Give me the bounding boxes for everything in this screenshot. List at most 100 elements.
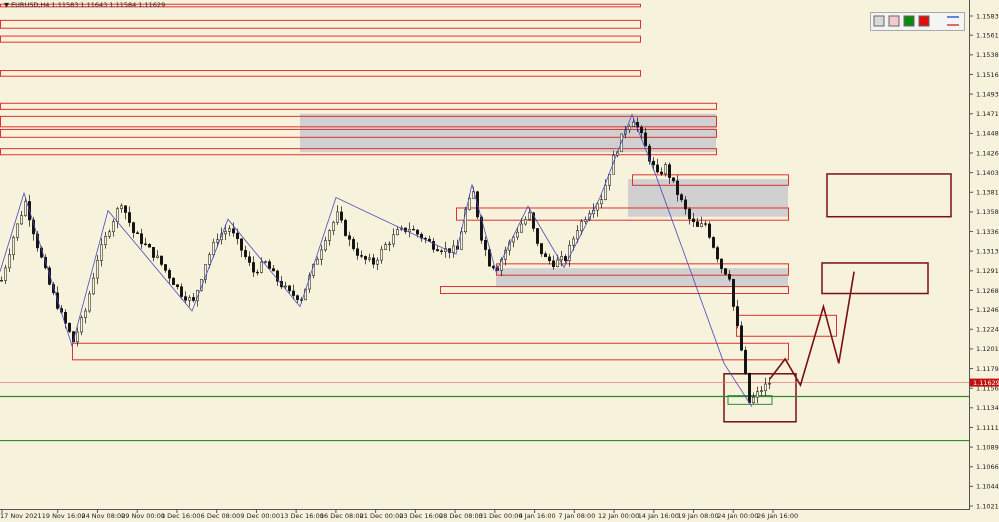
pink-swatch[interactable] — [888, 15, 900, 27]
time-tick-label: 16 Dec 08:00 — [320, 512, 364, 520]
candle-body — [296, 295, 299, 300]
candle-body — [600, 199, 603, 205]
candle-body — [484, 240, 487, 250]
time-tick-label: 19 Nov 16:00 — [42, 512, 86, 520]
candle — [272, 264, 275, 272]
time-tick-label: 23 Dec 16:00 — [399, 512, 443, 520]
candle-body — [96, 260, 99, 279]
candle — [768, 377, 771, 390]
candle-body — [176, 284, 179, 287]
candle — [100, 238, 103, 267]
candle — [324, 236, 327, 252]
candle-body — [384, 244, 387, 250]
price-tick-label: 1.13585 — [976, 208, 999, 216]
price-tick-label: 1.11340 — [976, 404, 999, 412]
green-swatch[interactable] — [903, 15, 915, 27]
candle-body — [416, 229, 419, 235]
candle-body — [760, 390, 763, 392]
candle-body — [724, 268, 727, 275]
resistance-zone — [0, 70, 641, 77]
candle-body — [248, 256, 251, 263]
candle-body — [344, 219, 347, 236]
candle — [376, 257, 379, 271]
price-tick-label: 1.15160 — [976, 71, 999, 79]
candle — [164, 264, 167, 273]
candle — [760, 386, 763, 396]
candle — [108, 229, 111, 239]
candle — [132, 221, 135, 239]
candle — [224, 224, 227, 241]
candle-body — [644, 132, 647, 147]
candle-body — [360, 255, 363, 257]
candle — [352, 236, 355, 251]
price-tick-label: 1.13135 — [976, 247, 999, 255]
candle-body — [136, 232, 139, 234]
time-tick-label: 21 Dec 00:00 — [360, 512, 404, 520]
candle — [240, 238, 243, 258]
candle — [188, 295, 191, 307]
candle-body — [652, 160, 655, 166]
candle-body — [516, 231, 519, 238]
candle — [160, 255, 163, 267]
time-tick-label: 12 Jan 00:00 — [598, 512, 639, 520]
candle-body — [376, 259, 379, 265]
candle — [196, 289, 199, 307]
candle-body — [732, 278, 735, 307]
candle-body — [192, 297, 195, 301]
candle-body — [132, 222, 135, 233]
price-tick-label: 1.11115 — [976, 424, 999, 432]
candle-body — [604, 184, 607, 200]
resistance-zone — [0, 148, 717, 156]
candle-body — [76, 331, 79, 343]
candle-body — [596, 203, 599, 211]
candle-body — [552, 260, 555, 268]
candle-body — [752, 396, 755, 403]
candle-body — [388, 243, 391, 246]
candle — [384, 241, 387, 251]
resistance-zone — [0, 128, 717, 138]
candle — [708, 221, 711, 240]
time-tick-label: 29 Nov 00:00 — [121, 512, 165, 520]
candle — [348, 231, 351, 247]
target-box — [821, 262, 929, 295]
candle-body — [520, 223, 523, 233]
candle-body — [68, 322, 71, 332]
shaded-zone — [496, 268, 788, 288]
candle-body — [700, 223, 703, 227]
current-price-label: 1.11629 — [973, 379, 999, 387]
time-tick-label: 31 Dec 00:00 — [479, 512, 523, 520]
light-gray-swatch[interactable] — [873, 15, 885, 27]
candle — [540, 243, 543, 257]
candle — [736, 299, 739, 329]
candle — [148, 243, 151, 248]
candle-body — [452, 245, 455, 253]
candle — [128, 206, 131, 227]
candle — [656, 158, 659, 174]
line-style-icon[interactable] — [947, 16, 959, 26]
candle — [596, 202, 599, 217]
candle-body — [324, 240, 327, 251]
candle — [252, 256, 255, 278]
red-swatch[interactable] — [918, 15, 930, 27]
candle-body — [556, 259, 559, 268]
candle — [516, 227, 519, 241]
candle-body — [704, 223, 707, 225]
candle-body — [64, 312, 67, 324]
candle — [672, 177, 675, 184]
candle — [68, 322, 71, 334]
candle — [396, 226, 399, 236]
candle-body — [744, 349, 747, 374]
candle-body — [660, 171, 663, 175]
price-tick-label: 1.11790 — [976, 365, 999, 373]
price-tick-label: 1.13810 — [976, 189, 999, 197]
candle — [120, 203, 123, 213]
time-tick-label: 6 Dec 08:00 — [201, 512, 241, 520]
candle-body — [332, 222, 335, 231]
symbol-header: ▼ EURUSD,H4 1.11583 1.11643 1.11584 1.11… — [4, 1, 165, 9]
candle-body — [24, 201, 27, 216]
candle-body — [684, 199, 687, 210]
candle — [520, 217, 523, 233]
candle — [688, 206, 691, 225]
